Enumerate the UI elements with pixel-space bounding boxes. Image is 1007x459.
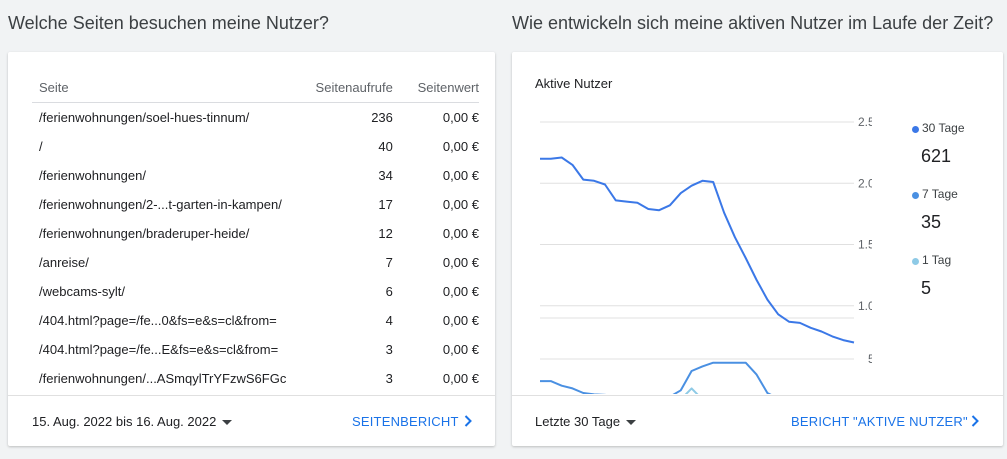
table-row[interactable]: /ferienwohnungen/soel-hues-tinnum/236 0,0… xyxy=(32,103,479,133)
cell-page[interactable]: /404.html?page=/fe...0&fs=e&s=cl&from= xyxy=(39,313,277,328)
table-row[interactable]: /ferienwohnungen/...ASmqylTrYFzwS6FGc 3 0,… xyxy=(32,364,479,393)
table-row[interactable]: /404.html?page=/fe...0&fs=e&s=cl&from= 4 0… xyxy=(32,306,479,335)
table-row[interactable]: / 40 0,00 € xyxy=(32,132,479,161)
active-users-card: Aktive Nutzer 2.5002.0001.5001.000500025… xyxy=(512,52,1003,446)
legend-value-7: 35 xyxy=(921,212,942,232)
cell-value: 0,00 € xyxy=(442,139,479,154)
cell-views: 4 xyxy=(385,313,393,328)
cell-value: 0,00 € xyxy=(442,255,479,270)
pages-section-title: Welche Seiten besuchen meine Nutzer? xyxy=(8,13,329,33)
pages-card-footer: 15. Aug. 2022 bis 16. Aug. 2022 SEITENBE… xyxy=(8,395,495,446)
cell-page[interactable]: /ferienwohnungen/2-...t-garten-in-kampen… xyxy=(39,197,282,212)
cell-value: 0,00 € xyxy=(442,313,479,328)
page-report-link[interactable]: SEITENBERICHT xyxy=(352,414,459,429)
y-tick-label: 1.000 xyxy=(858,299,872,313)
series-line-1-day xyxy=(684,387,699,394)
active-users-report-link[interactable]: BERICHT "AKTIVE NUTZER" xyxy=(791,414,968,429)
period-dropdown[interactable]: Letzte 30 Tage xyxy=(535,414,637,429)
table-row[interactable]: /ferienwohnungen/34 0,00 € xyxy=(32,161,479,190)
series-line-30-days xyxy=(540,156,855,344)
pages-table: Seite Seitenaufrufe Seitenwert /ferienwo… xyxy=(32,72,479,393)
cell-views: 12 xyxy=(378,226,393,241)
legend-label-1: 1 Tag xyxy=(922,253,952,267)
cell-page[interactable]: /ferienwohnungen/soel-hues-tinnum/ xyxy=(39,110,250,125)
legend-dot-1 xyxy=(912,258,919,265)
legend-label-7: 7 Tage xyxy=(922,187,958,201)
table-body: /ferienwohnungen/soel-hues-tinnum/236 0,0… xyxy=(32,103,479,394)
cell-views: 236 xyxy=(371,110,393,125)
table-row[interactable]: /ferienwohnungen/braderuper-heide/12 0,00… xyxy=(32,219,479,248)
cell-views: 34 xyxy=(378,168,393,183)
users-card-footer: Letzte 30 Tage BERICHT "AKTIVE NUTZER" xyxy=(512,395,1003,446)
cell-value: 0,00 € xyxy=(442,226,479,241)
cell-views: 17 xyxy=(378,197,393,212)
cell-value: 0,00 € xyxy=(442,110,479,125)
chevron-right-icon[interactable] xyxy=(971,415,979,427)
cell-value: 0,00 € xyxy=(442,342,479,357)
table-row[interactable]: /webcams-sylt/6 0,00 € xyxy=(32,277,479,306)
date-range-label: 15. Aug. 2022 bis 16. Aug. 2022 xyxy=(32,414,217,429)
cell-value: 0,00 € xyxy=(442,168,479,183)
legend-dot-7 xyxy=(912,192,919,199)
pages-card: Seite Seitenaufrufe Seitenwert /ferienwo… xyxy=(8,52,495,446)
y-tick-label: 500 xyxy=(868,352,872,366)
y-tick-label: 2.000 xyxy=(858,176,872,190)
y-tick-label: 2.500 xyxy=(858,115,872,129)
cell-value: 0,00 € xyxy=(442,371,479,386)
chevron-right-icon[interactable] xyxy=(464,415,472,427)
legend-dot-30 xyxy=(912,126,919,133)
chart-title: Aktive Nutzer xyxy=(535,76,613,91)
table-row[interactable]: /404.html?page=/fe...E&fs=e&s=cl&from= 3 0… xyxy=(32,335,479,364)
legend-value-1: 5 xyxy=(921,278,932,298)
date-range-dropdown[interactable]: 15. Aug. 2022 bis 16. Aug. 2022 xyxy=(32,414,233,429)
cell-value: 0,00 € xyxy=(442,284,479,299)
cell-views: 3 xyxy=(385,371,393,386)
active-users-chart: 2.5002.0001.5001.000500025Sept.02Okt.091… xyxy=(540,115,872,394)
cell-page[interactable]: /ferienwohnungen/ xyxy=(39,168,146,183)
column-header-page[interactable]: Seite xyxy=(32,72,287,103)
column-header-pageviews[interactable]: Seitenaufrufe xyxy=(286,72,393,103)
legend-label-30: 30 Tage xyxy=(922,121,965,135)
legend-value-30: 621 xyxy=(921,146,952,166)
dropdown-caret-icon xyxy=(626,420,637,426)
cell-page[interactable]: /ferienwohnungen/braderuper-heide/ xyxy=(39,226,250,241)
cell-value: 0,00 € xyxy=(442,197,479,212)
table-row[interactable]: /anreise/7 0,00 € xyxy=(32,248,479,277)
column-header-pagevalue[interactable]: Seitenwert xyxy=(392,72,479,103)
y-tick-label: 1.500 xyxy=(858,238,872,252)
dropdown-caret-icon xyxy=(222,420,233,426)
table-header-row: Seite Seitenaufrufe Seitenwert xyxy=(32,72,479,103)
cell-page[interactable]: /webcams-sylt/ xyxy=(39,284,125,299)
table-row[interactable]: /ferienwohnungen/2-...t-garten-in-kampen… xyxy=(32,190,479,219)
cell-views: 6 xyxy=(385,284,393,299)
cell-page[interactable]: /404.html?page=/fe...E&fs=e&s=cl&from= xyxy=(39,342,279,357)
series-line-7-days xyxy=(540,361,772,394)
cell-views: 40 xyxy=(378,139,393,154)
cell-page[interactable]: /ferienwohnungen/...ASmqylTrYFzwS6FGc xyxy=(39,371,287,386)
cell-views: 7 xyxy=(385,255,393,270)
users-section-title: Wie entwickeln sich meine aktiven Nutzer… xyxy=(512,13,994,33)
cell-views: 3 xyxy=(385,342,393,357)
cell-page[interactable]: / xyxy=(39,139,43,154)
cell-page[interactable]: /anreise/ xyxy=(39,255,89,270)
period-label: Letzte 30 Tage xyxy=(535,414,621,429)
